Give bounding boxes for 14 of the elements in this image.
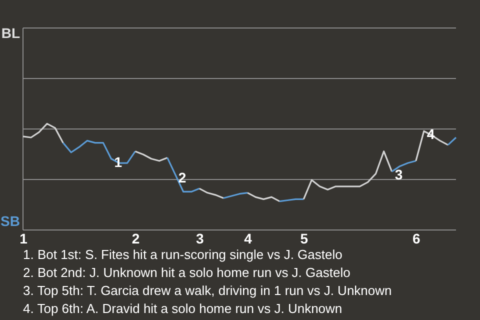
annotation: 2	[178, 170, 186, 186]
text: 3. Top 5th: T. Garcia drew a walk, driving in 1 run vs J. Unknown	[23, 283, 392, 298]
annotation: 3	[394, 166, 403, 183]
x-tick-label: 5	[300, 230, 308, 246]
x-tick-label: 6	[412, 230, 421, 246]
x-tick-label: 1	[20, 230, 28, 246]
text: SB	[0, 213, 20, 229]
text: 2. Bot 2nd: J. Unknown hit a solo home run vs J. Gastelo	[23, 265, 350, 280]
text: 1. Bot 1st: S. Fites hit a run-scoring single vs J. Gastelo	[23, 247, 342, 262]
x-tick-label: 3	[196, 230, 204, 246]
text: BL	[1, 25, 20, 41]
x-tick-label: 4	[244, 230, 252, 246]
text: 4. Top 6th: A. Dravid hit a solo home run vs J. Unknown	[23, 301, 342, 316]
x-tick-label: 2	[132, 230, 140, 246]
